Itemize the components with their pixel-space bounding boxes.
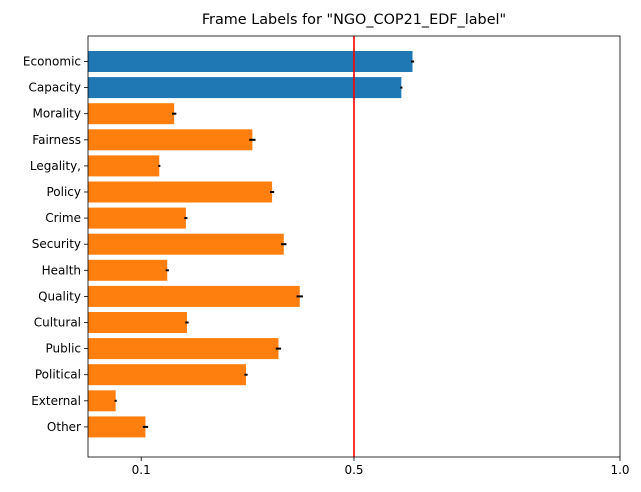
category-label-external: External	[31, 394, 81, 408]
category-label-health: Health	[42, 263, 81, 277]
bar-legality	[88, 155, 160, 177]
bar-policy	[88, 181, 273, 203]
x-tick-label: 0.1	[132, 463, 151, 477]
chart-title: Frame Labels for "NGO_COP21_EDF_label"	[202, 12, 506, 28]
category-label-crime: Crime	[45, 211, 81, 225]
y-tick-labels: Economic Capacity Morality Fairness Legality…	[23, 55, 88, 434]
bar-economic	[88, 51, 413, 72]
bar-cultural	[88, 312, 187, 333]
bar-political	[88, 364, 247, 386]
category-label-legality: Legality,	[30, 159, 81, 173]
category-label-public: Public	[45, 342, 81, 356]
category-label-policy: Policy	[46, 185, 81, 199]
category-label-cultural: Cultural	[34, 316, 81, 330]
category-label-fairness: Fairness	[32, 133, 81, 147]
bar-capacity	[88, 77, 402, 99]
category-label-capacity: Capacity	[29, 81, 81, 95]
x-tick-label: 1.0	[610, 463, 629, 477]
x-tick-label: 0.5	[344, 463, 363, 477]
bar-crime	[88, 207, 186, 229]
bar-fairness	[88, 129, 253, 151]
plot-frame	[87, 35, 621, 458]
category-label-political: Political	[35, 368, 81, 382]
category-label-other: Other	[47, 420, 81, 434]
bars-layer	[88, 51, 415, 438]
category-label-security: Security	[32, 237, 81, 251]
category-label-morality: Morality	[33, 107, 81, 121]
bar-morality	[88, 103, 175, 125]
bar-external	[88, 390, 116, 412]
bar-other	[88, 416, 146, 438]
bar-health	[88, 259, 168, 281]
bar-public	[88, 338, 279, 360]
bar-security	[88, 233, 284, 255]
bar-quality	[88, 285, 300, 307]
x-ticks: 0.1 0.5 1.0	[132, 457, 630, 477]
category-label-economic: Economic	[23, 55, 81, 69]
category-label-quality: Quality	[38, 289, 81, 303]
